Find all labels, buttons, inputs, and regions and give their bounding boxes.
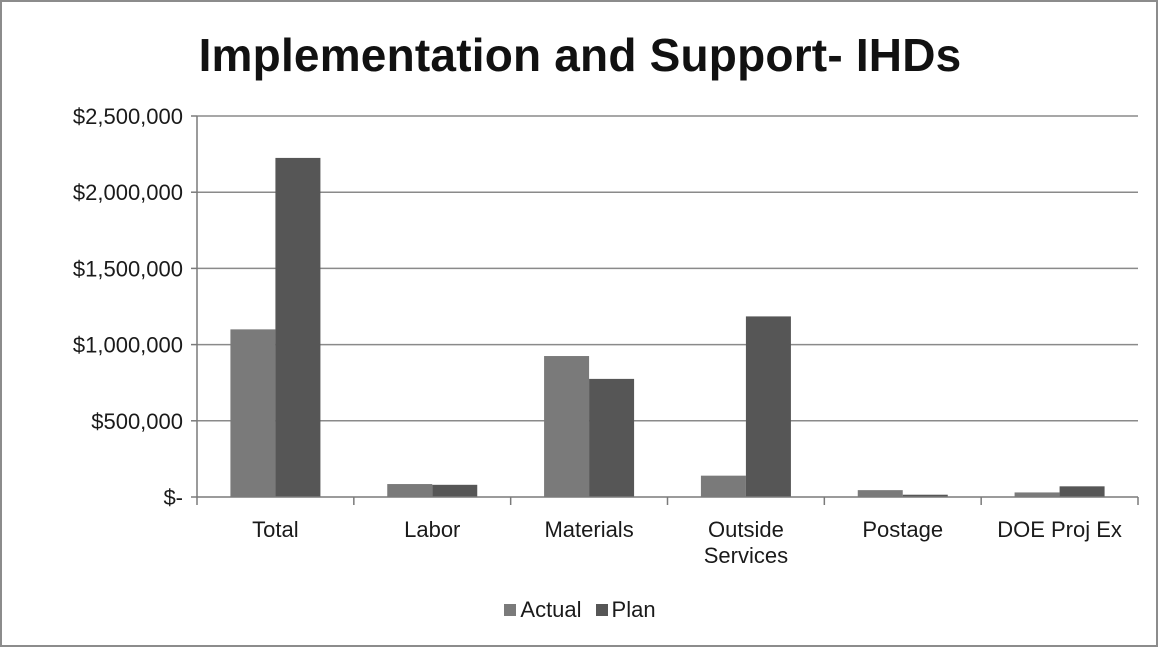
bar-actual (857, 490, 903, 497)
x-tick-label: DOE Proj Ex (997, 517, 1122, 542)
bar-plan (1059, 486, 1105, 497)
y-tick-label: $2,000,000 (73, 180, 183, 205)
axes (191, 115, 1139, 505)
bar-plan (745, 316, 791, 497)
bar-plan (432, 484, 478, 497)
x-tick-label: Postage (862, 517, 943, 542)
legend-label-actual: Actual (520, 597, 582, 622)
chart-title: Implementation and Support- IHDs (198, 29, 962, 81)
legend-label-plan: Plan (611, 597, 656, 622)
legend: Actual Plan (0, 597, 1160, 623)
y-tick-label: $500,000 (91, 409, 183, 434)
bar-actual (1014, 492, 1060, 497)
x-tick-label: Services (704, 543, 788, 568)
y-tick-label: $- (163, 485, 183, 510)
y-tick-label: $2,500,000 (73, 104, 183, 129)
legend-swatch-actual (504, 604, 517, 616)
bars (230, 157, 1105, 497)
x-tick-label: Labor (404, 517, 460, 542)
bar-actual (230, 329, 276, 497)
x-tick-label: Materials (544, 517, 633, 542)
x-tick-label: Total (252, 517, 298, 542)
bar-actual (387, 484, 433, 497)
gridlines (197, 115, 1138, 422)
y-tick-label: $1,000,000 (73, 333, 183, 358)
tick-labels: $- $500,000 $1,000,000 $1,500,000 $2,000,000… (73, 104, 1122, 568)
x-tick-label: Outside (708, 517, 784, 542)
y-tick-label: $1,500,000 (73, 256, 183, 281)
legend-item-plan: Plan (595, 597, 656, 623)
bar-actual (544, 356, 590, 497)
legend-item-actual: Actual (504, 597, 582, 623)
bar-actual (700, 475, 746, 497)
legend-swatch-plan (595, 604, 608, 616)
bar-plan (902, 494, 948, 497)
bar-plan (275, 157, 321, 497)
bar-plan (589, 378, 635, 497)
